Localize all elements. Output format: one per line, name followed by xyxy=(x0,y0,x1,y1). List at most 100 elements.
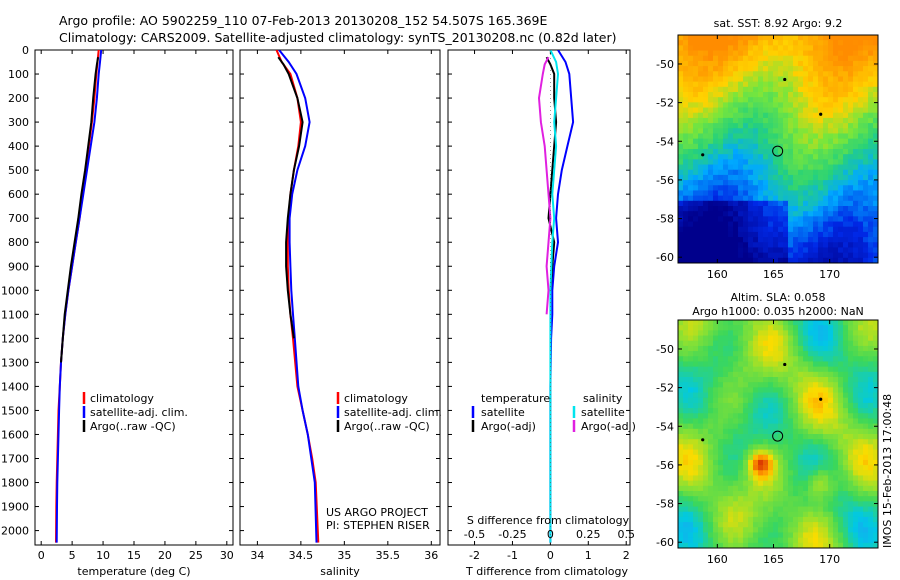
map-cell xyxy=(808,392,814,399)
map-cell xyxy=(688,480,694,487)
map-cell xyxy=(778,413,784,420)
map-cell xyxy=(698,66,704,72)
map-cell xyxy=(728,387,734,394)
map-cell xyxy=(768,159,774,166)
map-cell xyxy=(798,485,804,492)
map-cell xyxy=(798,527,804,534)
map-cell xyxy=(698,169,704,176)
map-cell xyxy=(808,371,814,378)
map-cell xyxy=(763,133,769,140)
map-cell xyxy=(783,242,789,249)
map-cell xyxy=(693,491,699,497)
map-cell xyxy=(873,377,878,383)
map-cell xyxy=(698,491,704,497)
map-cell xyxy=(828,444,834,451)
map-cell xyxy=(773,444,779,451)
map-cell xyxy=(798,216,804,223)
map-cell xyxy=(793,128,799,135)
map-cell xyxy=(773,50,779,57)
map-cell xyxy=(733,537,739,544)
map-cell xyxy=(798,387,804,394)
map-cell xyxy=(678,501,684,508)
map-cell xyxy=(858,320,864,326)
map-cell xyxy=(758,60,764,67)
map-cell xyxy=(858,242,864,249)
map-cell xyxy=(738,107,744,114)
map-cell xyxy=(853,231,859,238)
map-cell xyxy=(728,206,734,212)
map-cell xyxy=(803,60,809,67)
map-cell xyxy=(778,475,784,482)
map-cell xyxy=(678,371,684,378)
map-cell xyxy=(853,252,859,259)
map-cell xyxy=(763,449,769,456)
map-cell xyxy=(873,206,878,212)
map-cell xyxy=(773,465,779,471)
map-cell xyxy=(728,81,734,88)
map-cell xyxy=(748,506,754,513)
map-cell xyxy=(743,418,749,425)
map-cell xyxy=(768,242,774,249)
map-cell xyxy=(698,216,704,223)
map-cell xyxy=(853,470,859,477)
map-cell xyxy=(683,102,689,109)
map-cell xyxy=(738,402,744,409)
map-cell xyxy=(678,387,684,394)
map-cell xyxy=(793,169,799,176)
map-cell xyxy=(713,496,719,502)
map-cell xyxy=(748,470,754,477)
map-cell xyxy=(813,491,819,497)
map-cell xyxy=(683,542,689,548)
map-cell xyxy=(788,112,794,119)
map-cell xyxy=(833,506,839,513)
map-cell xyxy=(728,501,734,508)
map-cell xyxy=(698,133,704,140)
map-cell xyxy=(703,107,709,114)
map-cell xyxy=(753,423,759,430)
map-cell xyxy=(763,169,769,176)
map-cell xyxy=(738,434,744,440)
map-cell xyxy=(808,330,814,337)
map-cell xyxy=(838,428,844,435)
map-cell xyxy=(688,112,694,119)
map-cell xyxy=(748,81,754,88)
map-cell xyxy=(753,66,759,72)
map-cell xyxy=(863,159,869,166)
map-cell xyxy=(703,511,709,518)
map-cell xyxy=(783,92,789,98)
map-cell xyxy=(813,377,819,383)
map-cell xyxy=(833,35,839,41)
map-cell xyxy=(688,434,694,440)
depth-tick-label-200: 200 xyxy=(8,92,29,105)
map-cell xyxy=(698,190,704,197)
map-cell xyxy=(873,470,878,477)
map-cell xyxy=(798,511,804,518)
map-cell xyxy=(708,117,714,124)
map-cell xyxy=(793,340,799,347)
map-cell xyxy=(718,159,724,166)
map-cell xyxy=(733,55,739,62)
map-cell xyxy=(858,81,864,88)
map-cell xyxy=(798,247,804,254)
map-cell xyxy=(768,71,774,78)
map-cell xyxy=(818,55,824,62)
map-cell xyxy=(683,320,689,326)
map-cell xyxy=(683,123,689,129)
map-cell xyxy=(863,92,869,98)
map-cell xyxy=(703,470,709,477)
map-cell xyxy=(698,55,704,62)
map-cell xyxy=(753,501,759,508)
map-cell xyxy=(693,133,699,140)
map-cell xyxy=(753,71,759,78)
map-cell xyxy=(863,247,869,254)
map-cell xyxy=(808,169,814,176)
map-cell xyxy=(783,377,789,383)
map-cell xyxy=(743,221,749,228)
map-cell xyxy=(858,174,864,181)
map-cell xyxy=(718,449,724,456)
map-cell xyxy=(848,180,854,186)
map-cell xyxy=(748,242,754,249)
map-cell xyxy=(748,444,754,451)
map-cell xyxy=(693,112,699,119)
map-cell xyxy=(868,149,874,155)
